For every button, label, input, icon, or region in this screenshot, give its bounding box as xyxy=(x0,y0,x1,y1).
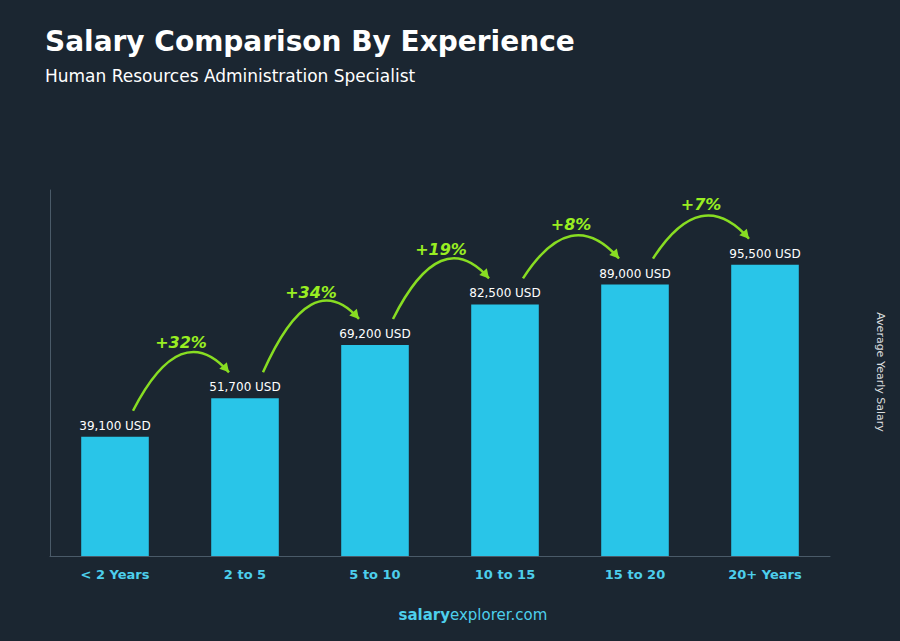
svg-text:20+ Years: 20+ Years xyxy=(728,567,802,582)
svg-text:+34%: +34% xyxy=(285,283,337,302)
svg-text:+32%: +32% xyxy=(155,333,207,352)
svg-text:69,200 USD: 69,200 USD xyxy=(339,327,410,341)
svg-text:Salary Comparison By Experienc: Salary Comparison By Experience xyxy=(45,25,575,58)
svg-text:explorer.com: explorer.com xyxy=(450,606,547,624)
svg-text:51,700 USD: 51,700 USD xyxy=(209,380,280,394)
svg-text:+8%: +8% xyxy=(551,215,592,234)
svg-text:Average Yearly Salary: Average Yearly Salary xyxy=(874,312,887,432)
svg-text:39,100 USD: 39,100 USD xyxy=(79,419,150,433)
svg-text:82,500 USD: 82,500 USD xyxy=(469,286,540,300)
svg-text:+7%: +7% xyxy=(681,195,722,214)
svg-text:95,500 USD: 95,500 USD xyxy=(729,247,800,261)
svg-text:2 to 5: 2 to 5 xyxy=(224,567,266,582)
svg-text:Human Resources Administration: Human Resources Administration Specialis… xyxy=(45,66,416,86)
svg-text:5 to 10: 5 to 10 xyxy=(349,567,400,582)
svg-text:< 2 Years: < 2 Years xyxy=(81,567,150,582)
svg-text:89,000 USD: 89,000 USD xyxy=(599,267,670,281)
svg-text:+19%: +19% xyxy=(415,240,467,259)
svg-text:salary: salary xyxy=(399,606,451,624)
svg-text:15 to 20: 15 to 20 xyxy=(605,567,665,582)
svg-text:10 to 15: 10 to 15 xyxy=(475,567,535,582)
